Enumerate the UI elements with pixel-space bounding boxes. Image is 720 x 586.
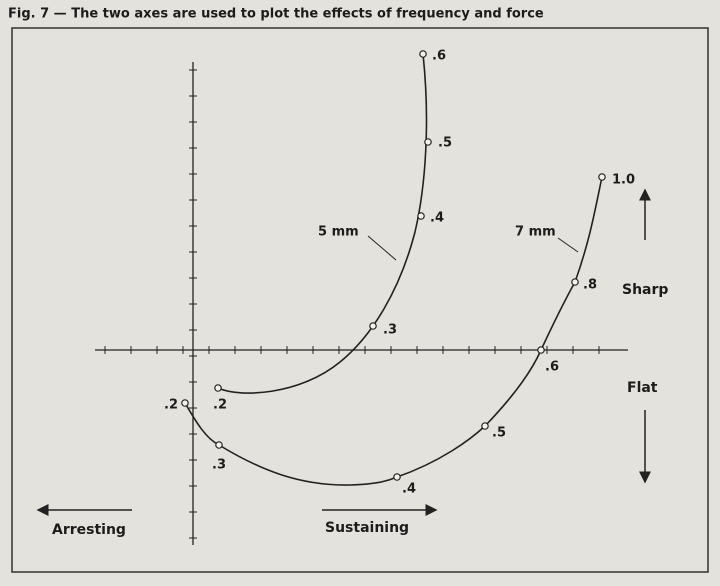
leader-line	[557, 237, 579, 253]
point-label: .3	[212, 458, 226, 473]
frame	[11, 27, 709, 573]
axis-ticks	[104, 69, 600, 539]
leader-line	[367, 235, 397, 261]
curve-point	[214, 384, 222, 392]
point-label: .4	[430, 211, 444, 226]
curve-label: 7 mm	[515, 225, 556, 240]
point-label: .4	[402, 482, 416, 497]
point-label: 1.0	[612, 173, 635, 188]
curve-label: 5 mm	[318, 225, 359, 240]
point-label: .3	[383, 323, 397, 338]
curve-point	[419, 50, 427, 58]
point-label: .6	[432, 49, 446, 64]
curve-point	[181, 399, 189, 407]
curve-point	[369, 322, 377, 330]
direction-label: Sharp	[622, 282, 668, 298]
point-label: .6	[545, 360, 559, 375]
curve-point	[417, 212, 425, 220]
point-label: .8	[583, 278, 597, 293]
point-label: .2	[213, 398, 227, 413]
direction-label: Arresting	[52, 522, 126, 538]
curve-point	[598, 173, 606, 181]
direction-label: Flat	[627, 380, 658, 396]
curve-point	[215, 441, 223, 449]
curve-point	[571, 278, 579, 286]
point-label: .5	[492, 426, 506, 441]
curve-point	[393, 473, 401, 481]
figure-title: Fig. 7 — The two axes are used to plot t…	[8, 7, 544, 22]
curve-point	[481, 422, 489, 430]
point-label: .5	[438, 136, 452, 151]
curve-point	[537, 346, 545, 354]
point-label: .2	[164, 398, 178, 413]
direction-label: Sustaining	[325, 520, 409, 536]
curve-point	[424, 138, 432, 146]
